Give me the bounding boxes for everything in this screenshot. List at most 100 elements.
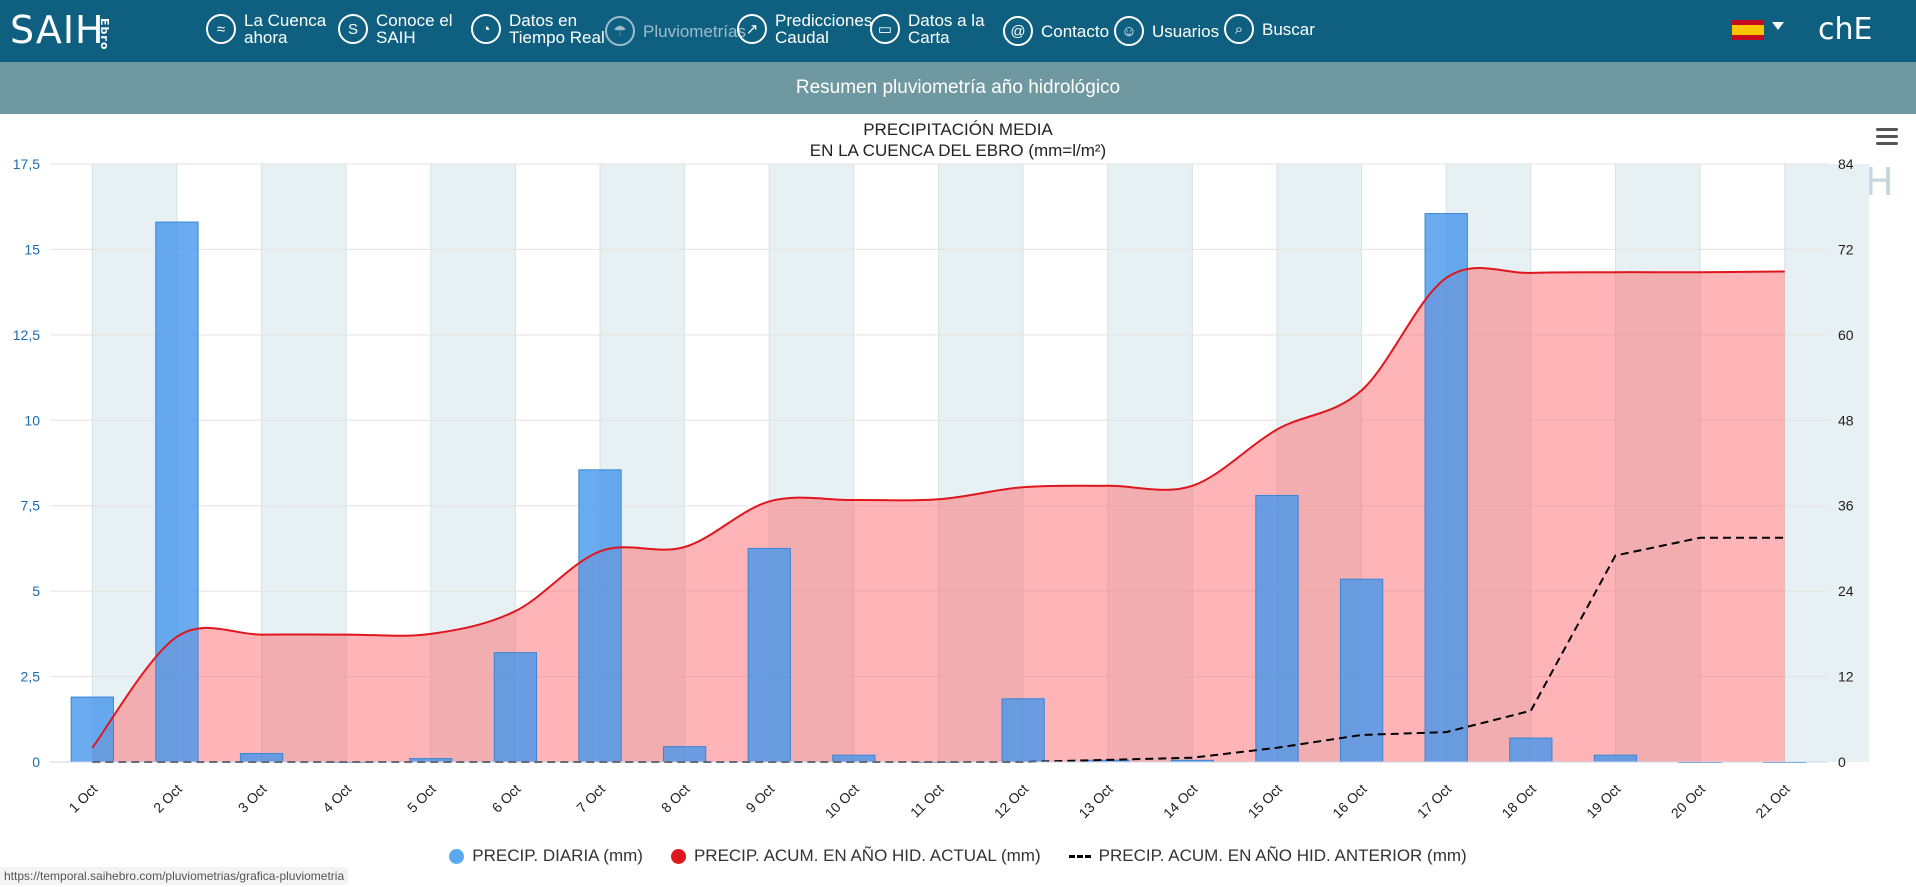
nav-label: Usuarios bbox=[1152, 21, 1220, 41]
bar-daily bbox=[1339, 578, 1384, 763]
nav-label: Buscar bbox=[1262, 19, 1315, 39]
che-brand-logo[interactable]: chE bbox=[1818, 12, 1873, 47]
saih-logo[interactable]: SAIH Ebro bbox=[10, 8, 111, 52]
plot-band bbox=[769, 164, 854, 762]
bar-daily bbox=[1593, 754, 1638, 763]
trend-chart-icon: ↗ bbox=[737, 14, 767, 44]
chevron-down-icon[interactable] bbox=[1772, 22, 1784, 30]
y-right-tick-label: 36 bbox=[1838, 498, 1854, 514]
logo-subtext: Ebro bbox=[98, 18, 111, 51]
bar-daily bbox=[70, 696, 114, 763]
legend-item-daily[interactable]: PRECIP. DIARIA (mm) bbox=[449, 846, 643, 866]
nav-pluviometrias[interactable]: ☂ Pluviometrías bbox=[605, 16, 746, 46]
accum-previous-line bbox=[92, 536, 1785, 763]
y-left-tick-label: 2,5 bbox=[21, 669, 41, 685]
plot-band bbox=[1446, 164, 1531, 762]
chart-title: PRECIPITACIÓN MEDIA bbox=[863, 120, 1053, 139]
top-navigation-bar: SAIH Ebro ≈ La Cuenca ahora S Conoce el S… bbox=[0, 0, 1916, 62]
x-tick-label: 7 Oct bbox=[573, 781, 608, 816]
page-subheader: Resumen pluviometría año hidrológico bbox=[0, 62, 1916, 114]
x-tick-label: 15 Oct bbox=[1245, 781, 1286, 822]
x-tick-label: 14 Oct bbox=[1160, 781, 1201, 822]
nav-label: Predicciones Caudal bbox=[775, 11, 873, 47]
nav-buscar[interactable]: ⌕ Buscar bbox=[1224, 14, 1315, 44]
legend-marker-accum-current bbox=[670, 848, 686, 864]
y-right-tick-label: 48 bbox=[1838, 412, 1854, 428]
bar-daily bbox=[1086, 759, 1130, 763]
x-tick-label: 11 Oct bbox=[907, 781, 947, 821]
info-s-icon: S bbox=[338, 14, 368, 44]
y-left-tick-label: 0 bbox=[32, 754, 40, 770]
x-tick-label: 19 Oct bbox=[1583, 781, 1624, 822]
bar-daily bbox=[747, 547, 791, 763]
y-right-tick-label: 12 bbox=[1838, 669, 1854, 685]
x-tick-label: 9 Oct bbox=[742, 781, 777, 816]
nav-label: Contacto bbox=[1041, 21, 1110, 41]
bar-daily bbox=[916, 761, 961, 763]
nav-conoce-el-saih[interactable]: S Conoce el SAIH bbox=[338, 12, 453, 46]
status-url: https://temporal.saihebro.com/pluviometr… bbox=[0, 867, 349, 885]
x-tick-label: 2 Oct bbox=[150, 781, 185, 816]
bar-daily bbox=[1424, 213, 1468, 763]
nav-la-cuenca-ahora[interactable]: ≈ La Cuenca ahora bbox=[206, 12, 326, 46]
plot-band bbox=[938, 164, 1024, 762]
legend-marker-daily bbox=[449, 848, 465, 864]
page-title: Resumen pluviometría año hidrológico bbox=[795, 77, 1121, 98]
bar-daily bbox=[239, 752, 284, 763]
nav-label: La Cuenca ahora bbox=[244, 11, 327, 47]
saih-watermark: SAIH bbox=[1803, 160, 1894, 204]
x-tick-label: 20 Oct bbox=[1668, 781, 1709, 822]
plot-band bbox=[430, 164, 516, 762]
y-right-tick-label: 0 bbox=[1838, 754, 1846, 770]
x-tick-label: 12 Oct bbox=[991, 781, 1032, 822]
chart-legend: PRECIP. DIARIA (mm) PRECIP. ACUM. EN AÑO… bbox=[0, 846, 1916, 866]
nav-datos-a-la-carta[interactable]: ▭ Datos a la Carta bbox=[870, 12, 985, 46]
x-tick-label: 6 Oct bbox=[489, 781, 524, 816]
y-right-tick-label: 24 bbox=[1838, 583, 1854, 599]
plot-band bbox=[261, 164, 347, 762]
waves-icon: ≈ bbox=[206, 14, 236, 44]
at-icon: @ bbox=[1003, 16, 1033, 46]
plot-band bbox=[1615, 164, 1701, 762]
umbrella-icon: ☂ bbox=[605, 16, 635, 46]
x-tick-label: 3 Oct bbox=[235, 781, 270, 816]
bar-daily bbox=[662, 746, 707, 763]
y-right-tick-label: 60 bbox=[1838, 327, 1854, 343]
bar-daily bbox=[155, 221, 199, 763]
y-left-tick-label: 7,5 bbox=[21, 498, 41, 514]
chart-subtitle: EN LA CUENCA DEL EBRO (mm=l/m²) bbox=[809, 141, 1107, 160]
y-right-tick-label: 72 bbox=[1838, 241, 1854, 257]
nav-contacto[interactable]: @ Contacto bbox=[1003, 16, 1109, 46]
x-tick-label: 4 Oct bbox=[319, 781, 354, 816]
bar-daily bbox=[1678, 761, 1722, 763]
nav-datos-tiempo-real[interactable]: ◔ Datos en Tiempo Real bbox=[471, 12, 605, 46]
legend-item-accum-previous[interactable]: PRECIP. ACUM. EN AÑO HID. ANTERIOR (mm) bbox=[1068, 846, 1467, 866]
y-left-tick-label: 15 bbox=[24, 241, 40, 257]
legend-item-accum-current[interactable]: PRECIP. ACUM. EN AÑO HID. ACTUAL (mm) bbox=[670, 846, 1041, 866]
spain-flag-icon[interactable] bbox=[1732, 20, 1764, 40]
nav-usuarios[interactable]: ☺ Usuarios bbox=[1114, 16, 1219, 46]
bar-daily bbox=[324, 761, 368, 763]
folder-icon: ▭ bbox=[870, 14, 900, 44]
y-left-tick-label: 5 bbox=[32, 583, 40, 599]
bar-daily bbox=[409, 758, 453, 763]
legend-marker-accum-previous bbox=[1068, 854, 1091, 858]
nav-predicciones-caudal[interactable]: ↗ Predicciones Caudal bbox=[737, 12, 872, 46]
bar-daily bbox=[1509, 737, 1553, 763]
bar-daily bbox=[1255, 494, 1299, 763]
search-icon: ⌕ bbox=[1224, 14, 1254, 44]
x-tick-label: 8 Oct bbox=[658, 781, 693, 816]
legend-label-accum-current: PRECIP. ACUM. EN AÑO HID. ACTUAL (mm) bbox=[693, 846, 1041, 865]
clock-icon: ◔ bbox=[471, 14, 501, 44]
bar-daily bbox=[1763, 761, 1807, 763]
y-left-tick-label: 12,5 bbox=[13, 327, 40, 343]
chart-menu-icon[interactable] bbox=[1876, 128, 1898, 146]
nav-label: Datos a la Carta bbox=[908, 11, 985, 47]
bar-daily bbox=[1170, 759, 1215, 763]
y-left-tick-label: 10 bbox=[24, 412, 40, 428]
legend-label-accum-previous: PRECIP. ACUM. EN AÑO HID. ANTERIOR (mm) bbox=[1098, 846, 1467, 865]
bar-daily bbox=[493, 652, 538, 763]
x-tick-label: 5 Oct bbox=[404, 781, 439, 816]
nav-label: Datos en Tiempo Real bbox=[509, 11, 605, 47]
x-tick-label: 21 Oct bbox=[1752, 781, 1793, 822]
